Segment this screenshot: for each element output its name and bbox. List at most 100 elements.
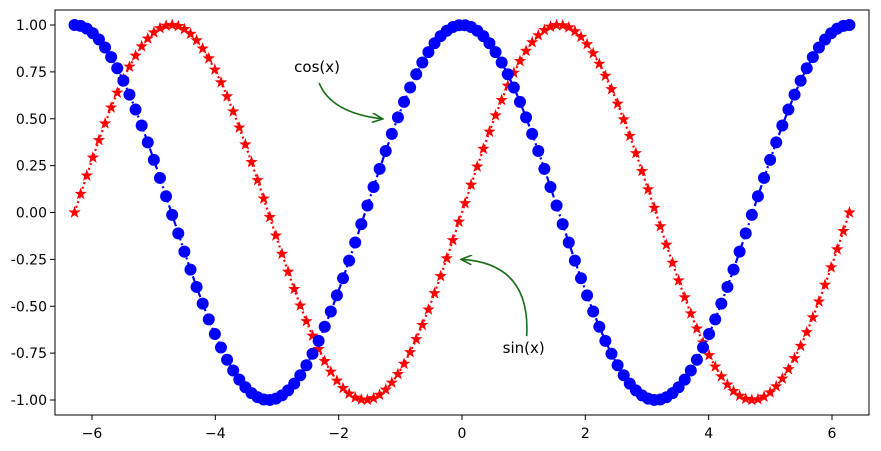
data-point-sin xyxy=(574,30,588,43)
x-tick-label: 2 xyxy=(581,426,590,442)
data-point-cos xyxy=(300,359,313,372)
data-point-sin xyxy=(257,192,270,204)
annotation-label: sin(x) xyxy=(503,339,545,357)
data-point-sin xyxy=(349,391,362,403)
data-point-sin xyxy=(745,393,759,406)
data-point-sin xyxy=(648,201,661,214)
data-point-cos xyxy=(391,111,404,124)
axis-layer: −6 −4 −2 0 2 4 6 1.00 0.75 0.50 0.25 0.00 -0.25 -0.50… xyxy=(11,18,837,442)
data-point-cos xyxy=(404,81,417,94)
x-tick-label: −6 xyxy=(82,426,103,442)
y-tick-label: -0.25 xyxy=(11,252,47,268)
data-point-sin xyxy=(471,160,484,172)
data-point-cos xyxy=(196,297,209,310)
data-point-sin xyxy=(288,282,301,295)
data-point-sin xyxy=(306,329,319,342)
data-point-sin xyxy=(568,24,582,37)
data-point-sin xyxy=(147,26,161,38)
data-point-sin xyxy=(776,372,789,384)
data-point-sin xyxy=(208,63,222,75)
data-point-cos xyxy=(111,62,124,75)
data-point-sin xyxy=(275,247,289,260)
data-point-sin xyxy=(770,379,783,392)
data-point-sin xyxy=(605,82,618,95)
data-point-cos xyxy=(306,347,319,360)
data-point-sin xyxy=(202,51,215,64)
series-line-sin xyxy=(73,23,851,402)
y-tick-label: -1.00 xyxy=(11,393,47,409)
data-point-sin xyxy=(104,101,118,113)
data-point-cos xyxy=(123,88,136,101)
data-point-cos xyxy=(318,320,331,333)
data-point-sin xyxy=(806,310,820,323)
y-tick-label: 1.00 xyxy=(16,18,47,34)
data-point-sin xyxy=(617,112,630,125)
data-point-sin xyxy=(458,196,472,209)
data-point-sin xyxy=(611,97,624,110)
data-point-cos xyxy=(513,95,526,108)
data-point-cos xyxy=(617,369,630,382)
data-point-cos xyxy=(776,119,789,132)
data-point-sin xyxy=(635,164,649,177)
data-point-sin xyxy=(184,27,197,40)
data-point-sin xyxy=(367,391,380,404)
data-point-sin xyxy=(587,46,600,59)
data-point-sin xyxy=(532,28,545,41)
data-point-sin xyxy=(135,39,148,52)
data-point-sin xyxy=(464,178,478,191)
data-point-sin xyxy=(654,219,667,232)
data-point-sin xyxy=(593,57,606,70)
data-point-sin xyxy=(721,378,734,390)
data-point-sin xyxy=(196,42,209,54)
data-point-cos xyxy=(770,136,783,149)
data-point-sin xyxy=(178,22,191,35)
data-point-sin xyxy=(580,37,594,50)
data-point-sin xyxy=(788,351,801,364)
data-point-cos xyxy=(160,190,173,203)
data-point-sin xyxy=(831,242,844,255)
data-point-cos xyxy=(739,227,752,240)
data-point-sin xyxy=(397,357,411,370)
data-point-cos xyxy=(288,377,301,390)
data-point-sin xyxy=(684,307,697,319)
data-point-cos xyxy=(117,74,130,87)
data-point-cos xyxy=(788,88,801,101)
annotation-layer: cos(x) sin(x) xyxy=(294,58,545,357)
data-point-sin xyxy=(818,278,832,291)
data-point-cos xyxy=(843,19,856,31)
data-point-cos xyxy=(751,190,764,203)
data-point-cos xyxy=(733,245,746,258)
data-point-cos xyxy=(172,227,185,240)
y-tick-label: 0.50 xyxy=(16,112,47,128)
data-point-sin xyxy=(623,129,636,142)
data-point-cos xyxy=(153,171,166,184)
data-point-sin xyxy=(733,389,746,402)
data-point-cos xyxy=(690,353,703,366)
data-point-sin xyxy=(440,251,453,264)
data-point-cos xyxy=(422,46,435,59)
data-point-cos xyxy=(678,373,691,386)
data-point-cos xyxy=(605,347,618,360)
annotation-arrow xyxy=(462,259,528,337)
data-point-cos xyxy=(105,51,118,64)
data-point-cos xyxy=(190,280,203,293)
data-point-cos xyxy=(532,145,545,158)
data-point-sin xyxy=(452,215,466,228)
data-point-cos xyxy=(214,341,227,354)
x-tick-label: 0 xyxy=(458,426,467,442)
data-point-sin xyxy=(824,260,838,273)
y-tick-label: 0.75 xyxy=(16,65,47,81)
data-point-cos xyxy=(684,364,697,377)
data-point-sin xyxy=(68,205,81,218)
data-point-sin xyxy=(391,367,405,380)
y-tick-label: 0.00 xyxy=(16,206,47,222)
data-point-sin xyxy=(245,155,258,168)
data-point-cos xyxy=(221,353,234,366)
data-point-cos xyxy=(599,334,612,347)
data-point-sin xyxy=(324,365,337,377)
y-tick-label: 0.25 xyxy=(16,159,47,175)
data-point-sin xyxy=(379,383,392,395)
data-point-sin xyxy=(342,387,356,399)
data-point-cos xyxy=(355,218,368,231)
